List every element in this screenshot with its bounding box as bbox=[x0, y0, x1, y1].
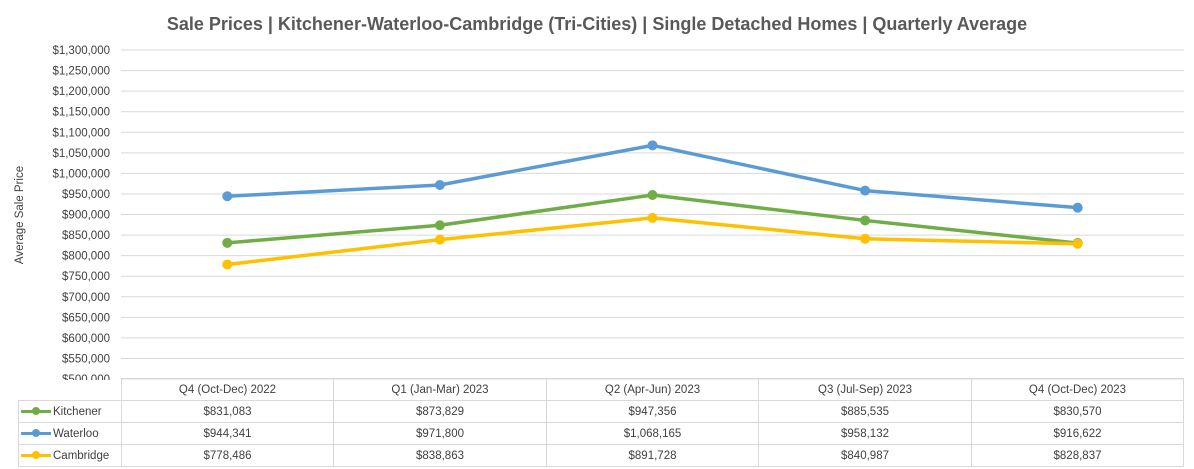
x-tick-label: Q4 (Oct-Dec) 2023 bbox=[971, 378, 1184, 401]
legend-label: Waterloo bbox=[53, 427, 99, 440]
y-tick-label: $850,000 bbox=[62, 230, 110, 242]
legend-entry: Kitchener bbox=[18, 400, 122, 423]
data-label: $830,570 bbox=[971, 400, 1184, 423]
y-tick-label: $1,250,000 bbox=[52, 66, 110, 78]
table-row: Waterloo $944,341 $971,800 $1,068,165 $958,1… bbox=[18, 422, 1184, 445]
data-label: $778,486 bbox=[121, 444, 334, 467]
data-label: $873,829 bbox=[333, 400, 547, 423]
data-point-kitchener bbox=[647, 190, 658, 201]
data-point-waterloo bbox=[647, 140, 658, 151]
y-tick-label: $750,000 bbox=[62, 271, 110, 283]
data-point-cambridge bbox=[222, 259, 233, 270]
y-tick-label: $1,100,000 bbox=[52, 127, 110, 139]
data-point-kitchener bbox=[222, 237, 233, 248]
y-tick-label: $1,150,000 bbox=[52, 107, 110, 119]
y-tick-label: $900,000 bbox=[62, 210, 110, 222]
y-tick-label: $550,000 bbox=[62, 353, 110, 365]
legend-key-icon bbox=[21, 407, 51, 416]
data-label: $828,837 bbox=[971, 444, 1184, 467]
data-point-waterloo bbox=[1072, 202, 1083, 213]
data-label: $831,083 bbox=[121, 400, 334, 423]
table-corner bbox=[18, 378, 122, 401]
data-point-waterloo bbox=[222, 191, 233, 202]
chart-plot-area: $500,000 $550,000 $600,000 $650,000 $700,000… bbox=[52, 45, 1184, 380]
data-label: $1,068,165 bbox=[546, 422, 759, 445]
y-tick-label: $1,050,000 bbox=[52, 148, 110, 160]
legend-entry: Waterloo bbox=[18, 422, 122, 445]
data-point-cambridge bbox=[434, 234, 445, 245]
data-label: $958,132 bbox=[758, 422, 972, 445]
y-tick-label: $500,000 bbox=[62, 374, 110, 380]
y-tick-label: $1,200,000 bbox=[52, 86, 110, 98]
y-tick-label: $950,000 bbox=[62, 189, 110, 201]
table-header-row: Q4 (Oct-Dec) 2022 Q1 (Jan-Mar) 2023 Q2 (Ap… bbox=[18, 378, 1184, 401]
data-label: $944,341 bbox=[121, 422, 334, 445]
chart-title: Sale Prices | Kitchener-Waterloo-Cambrid… bbox=[166, 14, 1028, 34]
y-tick-label: $700,000 bbox=[62, 292, 110, 304]
legend-label: Kitchener bbox=[53, 405, 102, 418]
table-row: Cambridge $778,486 $838,863 $891,728 $840,98… bbox=[18, 444, 1184, 467]
series-line-cambridge bbox=[227, 216, 1078, 267]
data-label: $916,622 bbox=[971, 422, 1184, 445]
table-row: Kitchener $831,083 $873,829 $947,356 $885,53… bbox=[18, 400, 1184, 423]
data-label: $885,535 bbox=[758, 400, 972, 423]
legend-label: Cambridge bbox=[53, 449, 110, 462]
x-tick-label: Q1 (Jan-Mar) 2023 bbox=[333, 378, 547, 401]
y-tick-label: $1,000,000 bbox=[52, 168, 110, 180]
legend-entry: Cambridge bbox=[18, 444, 122, 467]
x-tick-label: Q4 (Oct-Dec) 2022 bbox=[121, 378, 334, 401]
y-tick-label: $600,000 bbox=[62, 333, 110, 345]
y-tick-label: $650,000 bbox=[62, 312, 110, 324]
y-tick-label: $800,000 bbox=[62, 251, 110, 263]
x-tick-label: Q2 (Apr-Jun) 2023 bbox=[546, 378, 759, 401]
data-point-cambridge bbox=[860, 233, 871, 244]
data-label: $947,356 bbox=[546, 400, 759, 423]
data-point-waterloo bbox=[860, 185, 871, 196]
data-label: $840,987 bbox=[758, 444, 972, 467]
data-point-cambridge bbox=[647, 212, 658, 223]
data-point-kitchener bbox=[860, 215, 871, 226]
y-tick-label: $1,300,000 bbox=[52, 45, 110, 57]
data-label: $891,728 bbox=[546, 444, 759, 467]
legend-key-icon bbox=[21, 429, 51, 438]
data-point-waterloo bbox=[434, 179, 445, 190]
data-table: Q4 (Oct-Dec) 2022 Q1 (Jan-Mar) 2023 Q2 (Ap… bbox=[18, 378, 1184, 467]
data-point-cambridge bbox=[1072, 238, 1083, 249]
data-point-kitchener bbox=[434, 220, 445, 231]
legend-key-icon bbox=[21, 451, 51, 460]
x-tick-label: Q3 (Jul-Sep) 2023 bbox=[758, 378, 972, 401]
data-label: $838,863 bbox=[333, 444, 547, 467]
data-label: $971,800 bbox=[333, 422, 547, 445]
